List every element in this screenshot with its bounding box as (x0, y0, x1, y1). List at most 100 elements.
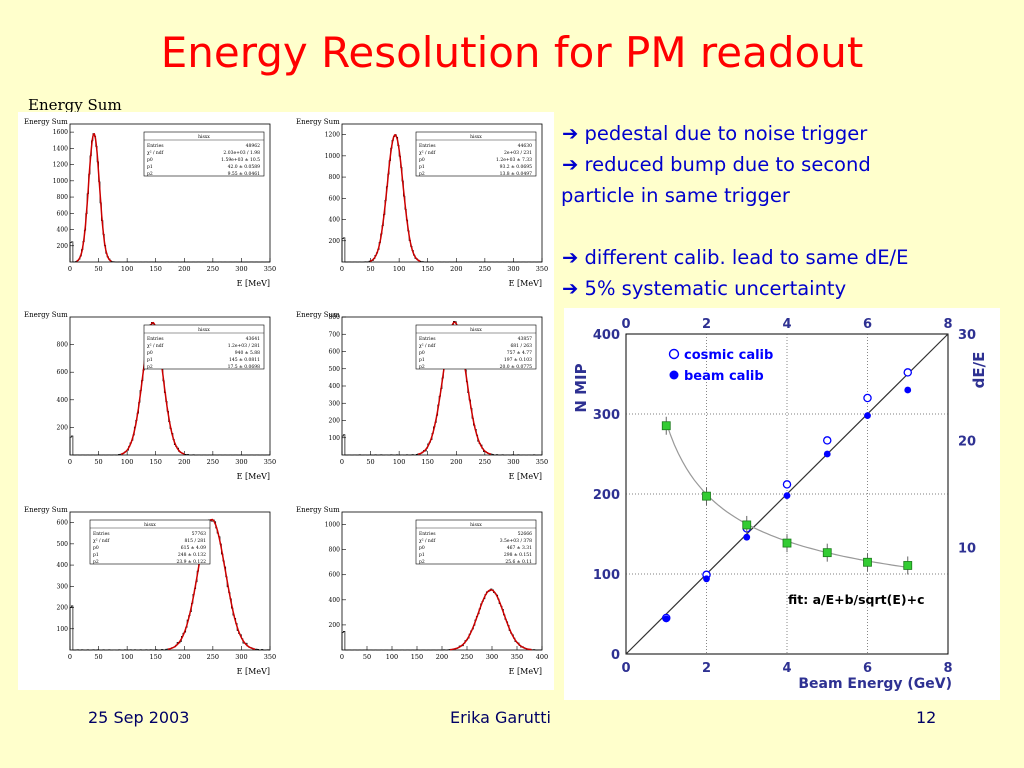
legend-beam-marker (669, 370, 679, 380)
x-tick-label: 350 (264, 265, 276, 273)
histogram-title: Energy Sum (24, 311, 68, 319)
histogram-panel: Energy Sum 0 50 100 150 200 250 300 350 100 200 300… (24, 506, 276, 676)
y-tick-label: 800 (329, 174, 341, 181)
x-axis-label: E [MeV] (237, 279, 270, 288)
gaussian-fit-curve (369, 133, 421, 262)
x-tick-label: 50 (366, 458, 374, 466)
x-tick-label: 250 (207, 265, 219, 273)
arrow-icon: ➔ (562, 277, 579, 300)
x-tick-label: 250 (461, 653, 473, 661)
stats-key: Entries (93, 531, 110, 537)
stats-key: p1 (419, 552, 425, 558)
stats-key: p0 (147, 350, 153, 356)
stats-box-frame (415, 519, 537, 565)
stats-value: 681 / 263 (510, 343, 532, 349)
y-tick-label: 800 (57, 342, 69, 349)
stats-box: hisxx Entries 43857 χ² / ndf 681 / 263 p0 757 … (415, 324, 537, 370)
stats-key: p0 (147, 157, 153, 163)
y-tick-label: 100 (329, 435, 341, 442)
x-tick-label: 300 (235, 265, 247, 273)
x-tick-label: 300 (507, 265, 519, 273)
resolution-point (903, 561, 913, 570)
histogram-frame (69, 316, 271, 456)
x-tick-label: 150 (411, 653, 423, 661)
stats-key: p1 (93, 552, 99, 558)
x-tick-label: 300 (235, 458, 247, 466)
x-tick-label: 400 (536, 653, 548, 661)
x-tick-label: 300 (235, 653, 247, 661)
stats-header: hisxx (470, 134, 482, 140)
x-tick-label: 150 (150, 458, 162, 466)
stats-key: χ² / ndf (419, 343, 436, 349)
stats-value: 815 / 281 (184, 538, 206, 544)
y-tick-label: 200 (329, 238, 341, 245)
x-axis-label: E [MeV] (509, 472, 542, 481)
y-tick-label: 600 (329, 572, 341, 579)
y-tick-label: 500 (329, 366, 341, 373)
y-tick-label: 600 (329, 195, 341, 202)
stats-header: hisxx (470, 522, 482, 528)
gaussian-fit-curve (167, 518, 256, 650)
x-tick-label: 250 (207, 653, 219, 661)
stats-key: p1 (419, 164, 425, 170)
x-tick-label: 8 (943, 661, 952, 676)
gaussian-fit-curve (417, 321, 492, 455)
stats-header: hisxx (198, 327, 210, 333)
bullet-text: different calib. lead to same dE/E (584, 246, 909, 269)
stats-key: p2 (419, 364, 425, 370)
y2-tick-label: 20 (958, 435, 976, 450)
y2-tick-label: 10 (958, 541, 976, 556)
x-tick-label: 350 (536, 265, 548, 273)
x-tick-label: 200 (178, 458, 190, 466)
stats-value: 43641 (246, 336, 260, 342)
x-tick-label-top: 2 (702, 317, 711, 332)
histogram-grid-svg: Energy Sum 0 50 100 150 200 250 300 350 200 400 600… (24, 118, 548, 676)
bullet-item: particle in same trigger (561, 180, 1017, 211)
stats-key: p2 (419, 171, 425, 177)
stats-value: 3.5e+03 / 378 (500, 538, 532, 544)
x-tick-label-top: 8 (943, 317, 952, 332)
y-tick-label: 200 (57, 243, 69, 250)
x-axis-label: E [MeV] (237, 667, 270, 676)
x-tick-label: 250 (479, 265, 491, 273)
x-axis-label: E [MeV] (509, 667, 542, 676)
x-tick-label: 200 (178, 265, 190, 273)
stats-key: p2 (93, 559, 99, 565)
y-tick-label: 1200 (325, 132, 340, 139)
stats-box-frame (415, 324, 537, 370)
x-axis-label: E [MeV] (237, 472, 270, 481)
y-tick-label: 400 (329, 383, 341, 390)
y-tick-label: 1600 (53, 129, 68, 136)
x-tick-label: 200 (450, 458, 462, 466)
stats-key: p1 (147, 164, 153, 170)
x-tick-label: 0 (340, 653, 344, 661)
stats-value: 44630 (518, 143, 532, 149)
stats-key: Entries (419, 531, 436, 537)
beam-calib-point (703, 575, 710, 583)
resolution-point (742, 520, 752, 530)
x-tick-label: 150 (150, 653, 162, 661)
x-tick-label: 100 (393, 265, 405, 273)
stats-header: hisxx (470, 327, 482, 333)
stats-key: χ² / ndf (419, 150, 436, 156)
bullet-spacer (562, 211, 1017, 242)
stats-value: 52666 (518, 531, 532, 537)
arrow-icon: ➔ (562, 153, 579, 176)
x-tick-label: 0 (68, 265, 72, 273)
cosmic-calib-point (863, 393, 872, 403)
x-tick-label: 0 (68, 458, 72, 466)
histogram-grid: Energy Sum 0 50 100 150 200 250 300 350 200 400 600… (18, 112, 554, 690)
stats-value: 757 ± 4.77 (507, 350, 532, 356)
y-tick-label: 400 (329, 597, 341, 604)
x-tick-label: 100 (121, 265, 133, 273)
slide-title: Energy Resolution for PM readout (160, 28, 864, 77)
fit-annotation: fit: a/E+b/sqrt(E)+c (788, 592, 925, 607)
beam-calib-point (823, 450, 831, 458)
x-tick-label: 50 (363, 653, 371, 661)
stats-key: p0 (93, 545, 99, 551)
histogram-bars (341, 588, 542, 651)
stats-value: 298 ± 0.151 (504, 552, 532, 558)
bullet-item: ➔ reduced bump due to second (562, 149, 1017, 180)
x-tick-label: 350 (264, 653, 276, 661)
histogram-title: Energy Sum (24, 506, 68, 514)
